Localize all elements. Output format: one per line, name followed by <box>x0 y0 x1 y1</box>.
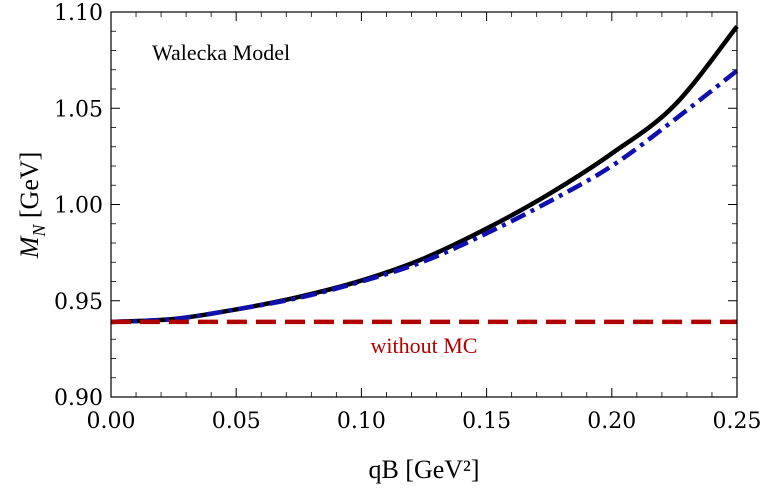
x-tick-label: 0.15 <box>462 409 511 434</box>
y-tick-label: 1.05 <box>54 97 103 122</box>
x-tick-label: 0.10 <box>337 409 386 434</box>
series-dashdot-line <box>110 68 739 325</box>
y-tick-label: 0.90 <box>54 386 103 411</box>
tick-labels: 0.00 0.05 0.10 0.15 0.20 0.25 0.90 0.95 1.00 1.05… <box>54 1 761 434</box>
y-tick-label: 1.10 <box>54 1 103 26</box>
x-tick-label: 0.25 <box>713 409 761 434</box>
x-axis-label: qB [GeV²] <box>368 455 479 484</box>
series-solid-line <box>110 25 739 325</box>
y-axis-label-sub: N <box>29 224 49 238</box>
y-tick-label: 1.00 <box>54 194 103 219</box>
x-tick-label: 0.05 <box>212 409 261 434</box>
series-layer <box>110 25 739 325</box>
y-axis-label-main: M <box>15 235 44 259</box>
x-tick-label: 0.00 <box>87 409 136 434</box>
annotation-without-mc: without MC <box>371 333 478 358</box>
y-tick-label: 0.95 <box>54 290 103 315</box>
y-axis-label-unit: [GeV] <box>15 152 44 225</box>
y-axis-label: MN [GeV] <box>15 152 49 260</box>
x-tick-label: 0.20 <box>587 409 636 434</box>
plot-frame <box>110 11 738 398</box>
annotation-model: Walecka Model <box>152 40 290 65</box>
